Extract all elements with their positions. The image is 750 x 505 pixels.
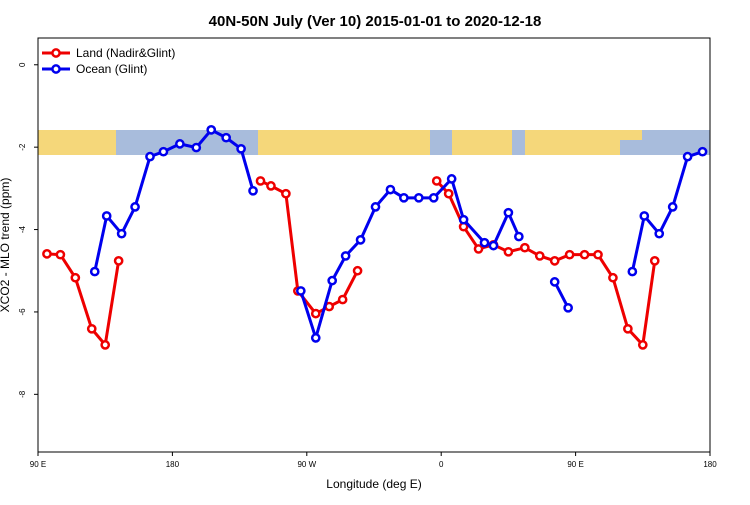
chart-title: 40N-50N July (Ver 10) 2015-01-01 to 2020… xyxy=(209,13,542,30)
y-tick-label: -4 xyxy=(18,225,27,233)
data-point xyxy=(399,192,409,203)
data-point xyxy=(428,192,439,203)
data-point xyxy=(682,151,693,162)
data-point xyxy=(623,323,633,334)
data-point xyxy=(593,249,603,260)
data-point xyxy=(266,181,276,191)
plot-frame xyxy=(37,37,711,453)
data-point xyxy=(281,188,291,199)
data-point xyxy=(42,249,52,259)
data-point xyxy=(519,242,530,253)
data-point xyxy=(355,235,366,245)
data-point xyxy=(295,286,306,296)
data-point xyxy=(55,249,66,260)
legend-marker xyxy=(51,64,61,74)
data-point xyxy=(130,202,140,212)
data-point xyxy=(255,176,266,186)
map-strip xyxy=(38,130,710,155)
data-point xyxy=(327,275,338,286)
legend-marker xyxy=(51,48,61,58)
data-point xyxy=(479,237,490,248)
x-tick-label: 90 E xyxy=(30,460,46,469)
data-point xyxy=(488,240,499,251)
data-point xyxy=(370,202,381,212)
data-point xyxy=(191,142,202,153)
data-point xyxy=(627,266,638,277)
data-point xyxy=(579,249,590,260)
data-point xyxy=(667,202,678,212)
data-point xyxy=(113,256,124,266)
data-point xyxy=(549,277,560,287)
data-point xyxy=(175,139,185,149)
data-point xyxy=(206,125,217,135)
x-tick-label: 90 W xyxy=(297,460,316,469)
data-point xyxy=(310,333,321,343)
y-tick-label: -2 xyxy=(18,143,27,151)
data-point xyxy=(100,340,111,350)
data-point xyxy=(549,256,560,266)
y-tick-label: -8 xyxy=(18,390,27,398)
y-tick-label: 0 xyxy=(18,62,27,67)
data-line xyxy=(435,179,657,349)
data-point xyxy=(563,302,573,313)
data-point xyxy=(70,272,81,283)
data-point xyxy=(158,146,169,157)
x-tick-label: 90 E xyxy=(567,460,583,469)
data-point xyxy=(385,184,396,195)
data-point xyxy=(116,228,127,239)
data-point xyxy=(431,176,442,186)
data-point xyxy=(340,251,351,261)
data-point xyxy=(352,265,363,276)
x-tick-label: 0 xyxy=(439,460,444,469)
x-axis-label: Longitude (deg E) xyxy=(326,477,421,491)
data-point xyxy=(413,192,424,203)
data-point xyxy=(310,308,321,319)
data-point xyxy=(639,211,650,221)
data-point xyxy=(608,272,618,283)
y-axis-label: XCO2 - MLO trend (ppm) xyxy=(0,178,12,313)
data-point xyxy=(637,340,648,350)
data-line xyxy=(553,281,570,309)
data-point xyxy=(503,207,514,218)
data-point xyxy=(145,151,155,162)
data-point xyxy=(514,231,524,242)
data-point xyxy=(503,246,514,257)
y-tick-label: -6 xyxy=(18,308,27,316)
data-point xyxy=(649,256,660,266)
legend-label: Ocean (Glint) xyxy=(76,62,147,76)
data-point xyxy=(221,132,232,143)
data-point xyxy=(337,294,348,305)
data-point xyxy=(473,244,484,254)
data-point xyxy=(654,228,665,239)
data-point xyxy=(697,146,708,157)
data-point xyxy=(101,211,112,221)
legend-label: Land (Nadir&Glint) xyxy=(76,46,175,60)
data-point xyxy=(446,174,457,184)
data-point xyxy=(248,185,258,196)
data-point xyxy=(564,249,575,260)
data-point xyxy=(443,188,454,199)
data-point xyxy=(89,266,100,277)
data-point xyxy=(86,323,97,334)
data-point xyxy=(534,251,545,261)
data-point xyxy=(458,214,469,225)
data-point xyxy=(236,143,246,154)
x-tick-label: 180 xyxy=(166,460,180,469)
x-tick-label: 180 xyxy=(703,460,717,469)
